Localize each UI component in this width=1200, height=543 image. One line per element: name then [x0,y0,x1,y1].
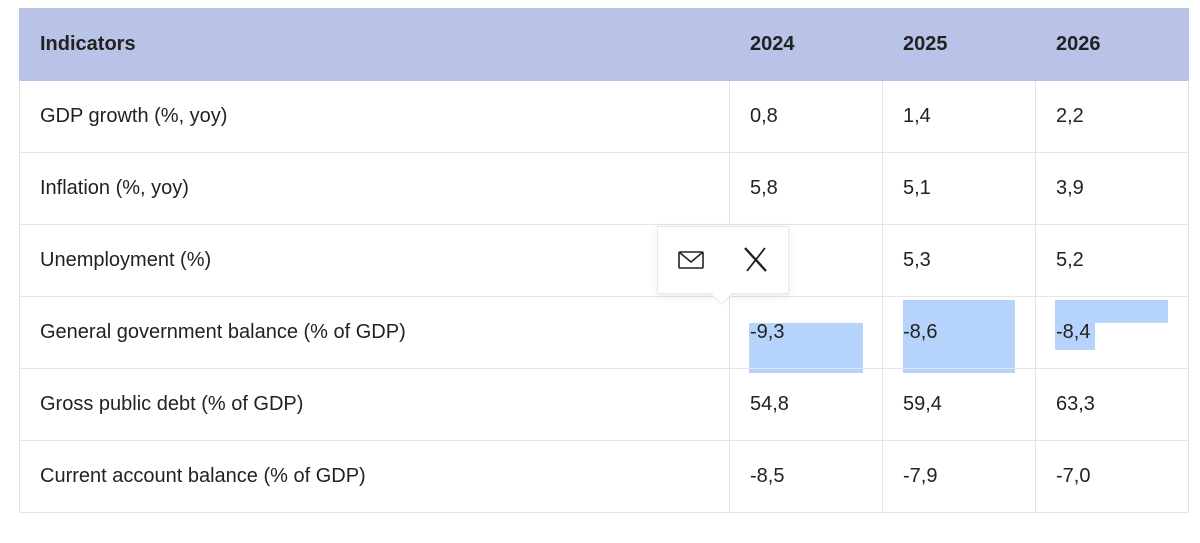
value-cell: 54,8 [729,368,883,441]
value-cell: 2,2 [1035,80,1189,153]
table-row: Gross public debt (% of GDP) 54,8 59,4 63,3 [19,368,1189,441]
indicator-cell: GDP growth (%, yoy) [19,80,730,153]
value-cell: 0,8 [729,80,883,153]
value-cell: -8,5 [729,440,883,513]
email-share-button[interactable] [678,251,704,269]
header-cell: Indicators [19,8,730,81]
value-cell: -7,9 [882,440,1036,513]
indicator-cell: Current account balance (% of GDP) [19,440,730,513]
value-cell: 5,1 [882,152,1036,225]
value-cell: 1,4 [882,80,1036,153]
value-cell: 3,9 [1035,152,1189,225]
value-cell: 5,3 [882,224,1036,297]
indicators-table: Indicators 2024 2025 2026 GDP growth (%, yo… [19,8,1189,513]
share-icons [678,247,767,272]
value-cell: -8,6 [882,296,1036,369]
table-row: General government balance (% of GDP) -9,… [19,296,1189,369]
value-cell: 5,2 [1035,224,1189,297]
value-cell: 63,3 [1035,368,1189,441]
header-row: Indicators 2024 2025 2026 [19,8,1189,81]
indicator-cell: Gross public debt (% of GDP) [19,368,730,441]
header-cell: 2025 [882,8,1036,81]
indicator-cell: Unemployment (%) [19,224,730,297]
header-cell: 2026 [1035,8,1189,81]
x-share-button[interactable] [744,247,767,272]
table-row: Current account balance (% of GDP) -8,5 -7… [19,440,1189,513]
value-cell: -7,0 [1035,440,1189,513]
table-body: GDP growth (%, yoy) 0,8 1,4 2,2 Inflation (%… [19,80,1189,513]
share-popup [657,226,789,294]
value-cell: -9,3 [729,296,883,369]
indicator-cell: Inflation (%, yoy) [19,152,730,225]
table-row: Unemployment (%) 5,3 5,2 [19,224,1189,297]
table-row: GDP growth (%, yoy) 0,8 1,4 2,2 [19,80,1189,153]
value-cell: 59,4 [882,368,1036,441]
value-cell: 5,8 [729,152,883,225]
header-cell: 2024 [729,8,883,81]
value-cell: -8,4 [1035,296,1189,369]
indicator-cell: General government balance (% of GDP) [19,296,730,369]
table-row: Inflation (%, yoy) 5,8 5,1 3,9 [19,152,1189,225]
